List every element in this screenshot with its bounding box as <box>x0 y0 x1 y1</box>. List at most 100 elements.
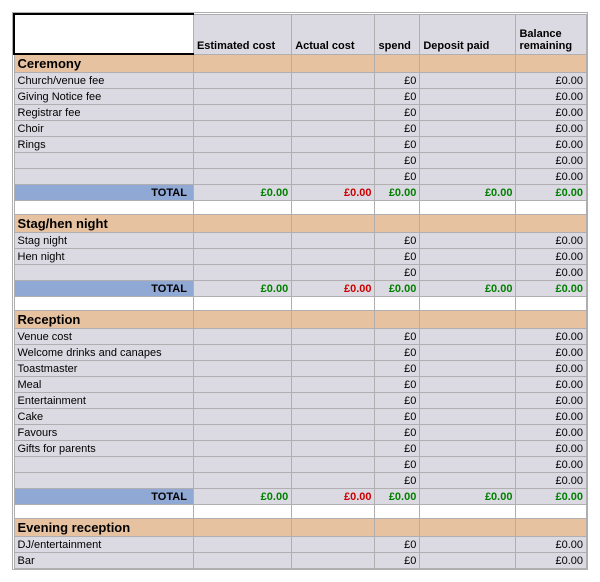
item-label[interactable]: Church/venue fee <box>14 73 193 89</box>
cell-balance[interactable]: £0.00 <box>516 265 587 281</box>
cell-deposit[interactable] <box>420 425 516 441</box>
cell-deposit[interactable] <box>420 553 516 569</box>
cell-actual[interactable] <box>292 329 375 345</box>
cell-deposit[interactable] <box>420 233 516 249</box>
cell-balance[interactable]: £0.00 <box>516 409 587 425</box>
item-label[interactable] <box>14 265 193 281</box>
cell-spend[interactable]: £0 <box>375 137 420 153</box>
item-label[interactable]: Gifts for parents <box>14 441 193 457</box>
cell-actual[interactable] <box>292 105 375 121</box>
cell-balance[interactable]: £0.00 <box>516 105 587 121</box>
cell-spend[interactable]: £0 <box>375 105 420 121</box>
item-label[interactable] <box>14 473 193 489</box>
cell-spend[interactable]: £0 <box>375 265 420 281</box>
cell-estimated[interactable] <box>193 361 291 377</box>
cell-balance[interactable]: £0.00 <box>516 345 587 361</box>
cell-actual[interactable] <box>292 409 375 425</box>
cell-actual[interactable] <box>292 249 375 265</box>
cell-deposit[interactable] <box>420 473 516 489</box>
cell-spend[interactable]: £0 <box>375 441 420 457</box>
cell-estimated[interactable] <box>193 121 291 137</box>
cell-estimated[interactable] <box>193 457 291 473</box>
cell-spend[interactable]: £0 <box>375 457 420 473</box>
cell-actual[interactable] <box>292 345 375 361</box>
cell-estimated[interactable] <box>193 377 291 393</box>
cell-deposit[interactable] <box>420 377 516 393</box>
cell-spend[interactable]: £0 <box>375 409 420 425</box>
cell-estimated[interactable] <box>193 89 291 105</box>
cell-actual[interactable] <box>292 121 375 137</box>
item-label[interactable]: Toastmaster <box>14 361 193 377</box>
cell-balance[interactable]: £0.00 <box>516 73 587 89</box>
cell-balance[interactable]: £0.00 <box>516 377 587 393</box>
cell-deposit[interactable] <box>420 153 516 169</box>
cell-balance[interactable]: £0.00 <box>516 393 587 409</box>
cell-balance[interactable]: £0.00 <box>516 233 587 249</box>
cell-deposit[interactable] <box>420 361 516 377</box>
cell-balance[interactable]: £0.00 <box>516 329 587 345</box>
cell-balance[interactable]: £0.00 <box>516 361 587 377</box>
item-label[interactable] <box>14 457 193 473</box>
cell-spend[interactable]: £0 <box>375 169 420 185</box>
cell-estimated[interactable] <box>193 153 291 169</box>
cell-deposit[interactable] <box>420 265 516 281</box>
cell-spend[interactable]: £0 <box>375 233 420 249</box>
cell-deposit[interactable] <box>420 537 516 553</box>
cell-actual[interactable] <box>292 473 375 489</box>
cell-actual[interactable] <box>292 393 375 409</box>
cell-deposit[interactable] <box>420 345 516 361</box>
item-label[interactable] <box>14 169 193 185</box>
cell-actual[interactable] <box>292 441 375 457</box>
cell-actual[interactable] <box>292 457 375 473</box>
cell-deposit[interactable] <box>420 169 516 185</box>
cell-actual[interactable] <box>292 73 375 89</box>
cell-balance[interactable]: £0.00 <box>516 441 587 457</box>
cell-spend[interactable]: £0 <box>375 89 420 105</box>
cell-spend[interactable]: £0 <box>375 345 420 361</box>
cell-balance[interactable]: £0.00 <box>516 473 587 489</box>
item-label[interactable]: Rings <box>14 137 193 153</box>
cell-deposit[interactable] <box>420 105 516 121</box>
cell-estimated[interactable] <box>193 105 291 121</box>
cell-deposit[interactable] <box>420 89 516 105</box>
cell-actual[interactable] <box>292 537 375 553</box>
cell-balance[interactable]: £0.00 <box>516 537 587 553</box>
item-label[interactable]: Hen night <box>14 249 193 265</box>
cell-actual[interactable] <box>292 377 375 393</box>
cell-deposit[interactable] <box>420 393 516 409</box>
cell-spend[interactable]: £0 <box>375 329 420 345</box>
cell-deposit[interactable] <box>420 441 516 457</box>
cell-deposit[interactable] <box>420 457 516 473</box>
cell-deposit[interactable] <box>420 121 516 137</box>
cell-deposit[interactable] <box>420 329 516 345</box>
cell-estimated[interactable] <box>193 393 291 409</box>
cell-estimated[interactable] <box>193 553 291 569</box>
cell-estimated[interactable] <box>193 169 291 185</box>
cell-estimated[interactable] <box>193 473 291 489</box>
cell-spend[interactable]: £0 <box>375 473 420 489</box>
cell-spend[interactable]: £0 <box>375 553 420 569</box>
cell-estimated[interactable] <box>193 233 291 249</box>
item-label[interactable] <box>14 153 193 169</box>
cell-spend[interactable]: £0 <box>375 425 420 441</box>
cell-actual[interactable] <box>292 89 375 105</box>
item-label[interactable]: Meal <box>14 377 193 393</box>
item-label[interactable]: Registrar fee <box>14 105 193 121</box>
cell-deposit[interactable] <box>420 409 516 425</box>
cell-actual[interactable] <box>292 169 375 185</box>
item-label[interactable]: DJ/entertainment <box>14 537 193 553</box>
cell-estimated[interactable] <box>193 249 291 265</box>
cell-balance[interactable]: £0.00 <box>516 89 587 105</box>
cell-estimated[interactable] <box>193 537 291 553</box>
cell-estimated[interactable] <box>193 441 291 457</box>
cell-estimated[interactable] <box>193 345 291 361</box>
cell-actual[interactable] <box>292 153 375 169</box>
cell-estimated[interactable] <box>193 425 291 441</box>
item-label[interactable]: Welcome drinks and canapes <box>14 345 193 361</box>
cell-estimated[interactable] <box>193 73 291 89</box>
cell-deposit[interactable] <box>420 137 516 153</box>
cell-actual[interactable] <box>292 265 375 281</box>
cell-balance[interactable]: £0.00 <box>516 457 587 473</box>
cell-balance[interactable]: £0.00 <box>516 169 587 185</box>
item-label[interactable]: Entertainment <box>14 393 193 409</box>
